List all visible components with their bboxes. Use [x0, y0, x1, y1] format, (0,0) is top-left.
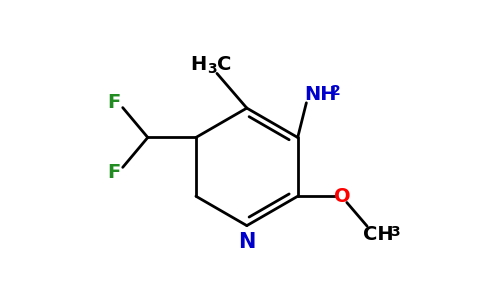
- Text: CH: CH: [363, 225, 394, 244]
- Text: N: N: [238, 232, 256, 252]
- Text: 2: 2: [331, 84, 341, 98]
- Text: F: F: [107, 93, 121, 112]
- Text: O: O: [333, 187, 350, 206]
- Text: 3: 3: [390, 225, 400, 239]
- Text: NH: NH: [304, 85, 336, 104]
- Text: H: H: [191, 55, 207, 74]
- Text: C: C: [217, 55, 231, 74]
- Text: F: F: [107, 163, 121, 182]
- Text: 3: 3: [207, 61, 217, 76]
